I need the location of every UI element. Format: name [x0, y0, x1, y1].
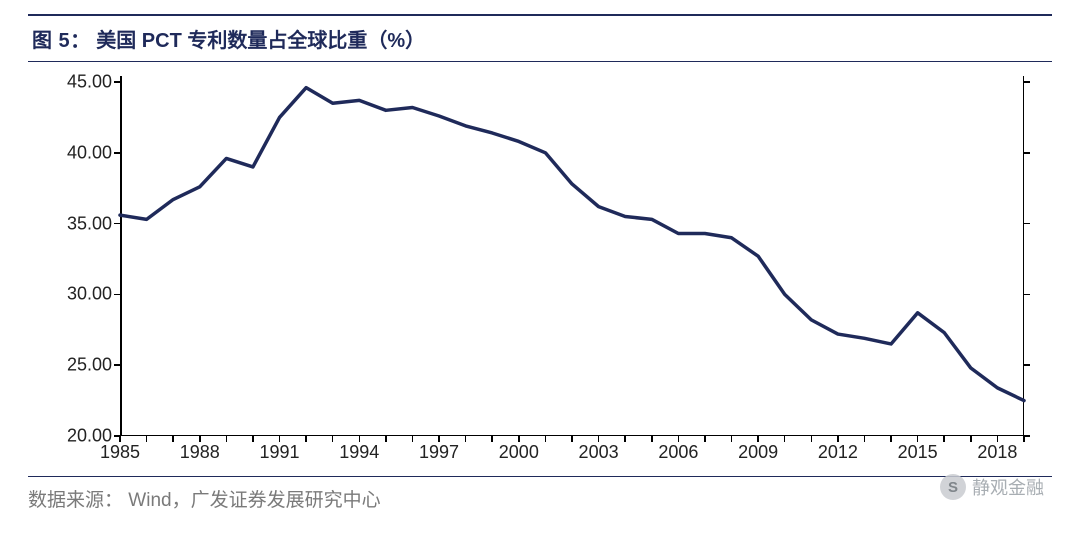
- wechat-icon: S: [940, 474, 966, 500]
- y-tick-mark: [114, 152, 120, 154]
- x-tick-mark: [305, 436, 307, 442]
- x-tick-mark: [731, 436, 733, 442]
- y-tick-mark-right: [1024, 81, 1030, 83]
- x-tick-mark: [811, 436, 813, 442]
- plot-region: 20.0025.0030.0035.0040.0045.001985198819…: [120, 82, 1024, 436]
- x-tick-mark: [332, 436, 334, 442]
- y-tick-label: 45.00: [67, 72, 112, 93]
- x-tick-label: 1991: [259, 442, 299, 463]
- y-tick-mark-right: [1024, 435, 1030, 437]
- x-tick-label: 2006: [658, 442, 698, 463]
- source-text: Wind，广发证券发展研究中心: [128, 490, 380, 511]
- y-tick-mark: [114, 294, 120, 296]
- x-tick-mark: [624, 436, 626, 442]
- x-tick-mark: [864, 436, 866, 442]
- x-tick-label: 2012: [818, 442, 858, 463]
- x-tick-mark: [571, 436, 573, 442]
- x-tick-label: 2000: [499, 442, 539, 463]
- x-tick-label: 2003: [579, 442, 619, 463]
- y-tick-mark: [114, 81, 120, 83]
- source-label: 数据来源：: [28, 490, 123, 511]
- x-tick-mark: [385, 436, 387, 442]
- x-tick-mark: [784, 436, 786, 442]
- x-tick-label: 1994: [339, 442, 379, 463]
- x-tick-mark: [465, 436, 467, 442]
- footer-row: 数据来源： Wind，广发证券发展研究中心: [28, 476, 1052, 512]
- figure-container: 图 5： 美国 PCT 专利数量占全球比重（%） 20.0025.0030.00…: [0, 0, 1080, 538]
- y-tick-label: 30.00: [67, 284, 112, 305]
- x-tick-mark: [1023, 436, 1025, 442]
- series-line: [120, 88, 1024, 401]
- y-tick-mark-right: [1024, 152, 1030, 154]
- x-tick-mark: [704, 436, 706, 442]
- x-tick-mark: [146, 436, 148, 442]
- x-tick-mark: [970, 436, 972, 442]
- figure-title-row: 图 5： 美国 PCT 专利数量占全球比重（%）: [28, 14, 1052, 62]
- x-tick-label: 1997: [419, 442, 459, 463]
- y-tick-mark: [114, 223, 120, 225]
- x-tick-label: 2018: [977, 442, 1017, 463]
- watermark-text: 静观金融: [972, 474, 1044, 500]
- x-tick-label: 2009: [738, 442, 778, 463]
- y-tick-mark-right: [1024, 364, 1030, 366]
- x-tick-mark: [890, 436, 892, 442]
- y-tick-mark-right: [1024, 294, 1030, 296]
- y-tick-mark-right: [1024, 223, 1030, 225]
- x-tick-mark: [252, 436, 254, 442]
- line-svg: [120, 82, 1024, 436]
- x-tick-mark: [491, 436, 493, 442]
- watermark: S 静观金融: [940, 474, 1044, 500]
- y-tick-label: 25.00: [67, 355, 112, 376]
- y-tick-mark: [114, 364, 120, 366]
- x-tick-mark: [651, 436, 653, 442]
- y-tick-label: 40.00: [67, 142, 112, 163]
- x-tick-mark: [943, 436, 945, 442]
- x-tick-label: 1988: [180, 442, 220, 463]
- x-tick-mark: [545, 436, 547, 442]
- x-tick-mark: [226, 436, 228, 442]
- figure-label: 图 5：: [32, 30, 91, 52]
- x-tick-label: 2015: [898, 442, 938, 463]
- figure-title: 美国 PCT 专利数量占全球比重（%）: [96, 30, 425, 52]
- y-tick-label: 35.00: [67, 213, 112, 234]
- x-tick-mark: [172, 436, 174, 442]
- chart-area: 20.0025.0030.0035.0040.0045.001985198819…: [28, 62, 1052, 472]
- x-tick-label: 1985: [100, 442, 140, 463]
- x-tick-mark: [412, 436, 414, 442]
